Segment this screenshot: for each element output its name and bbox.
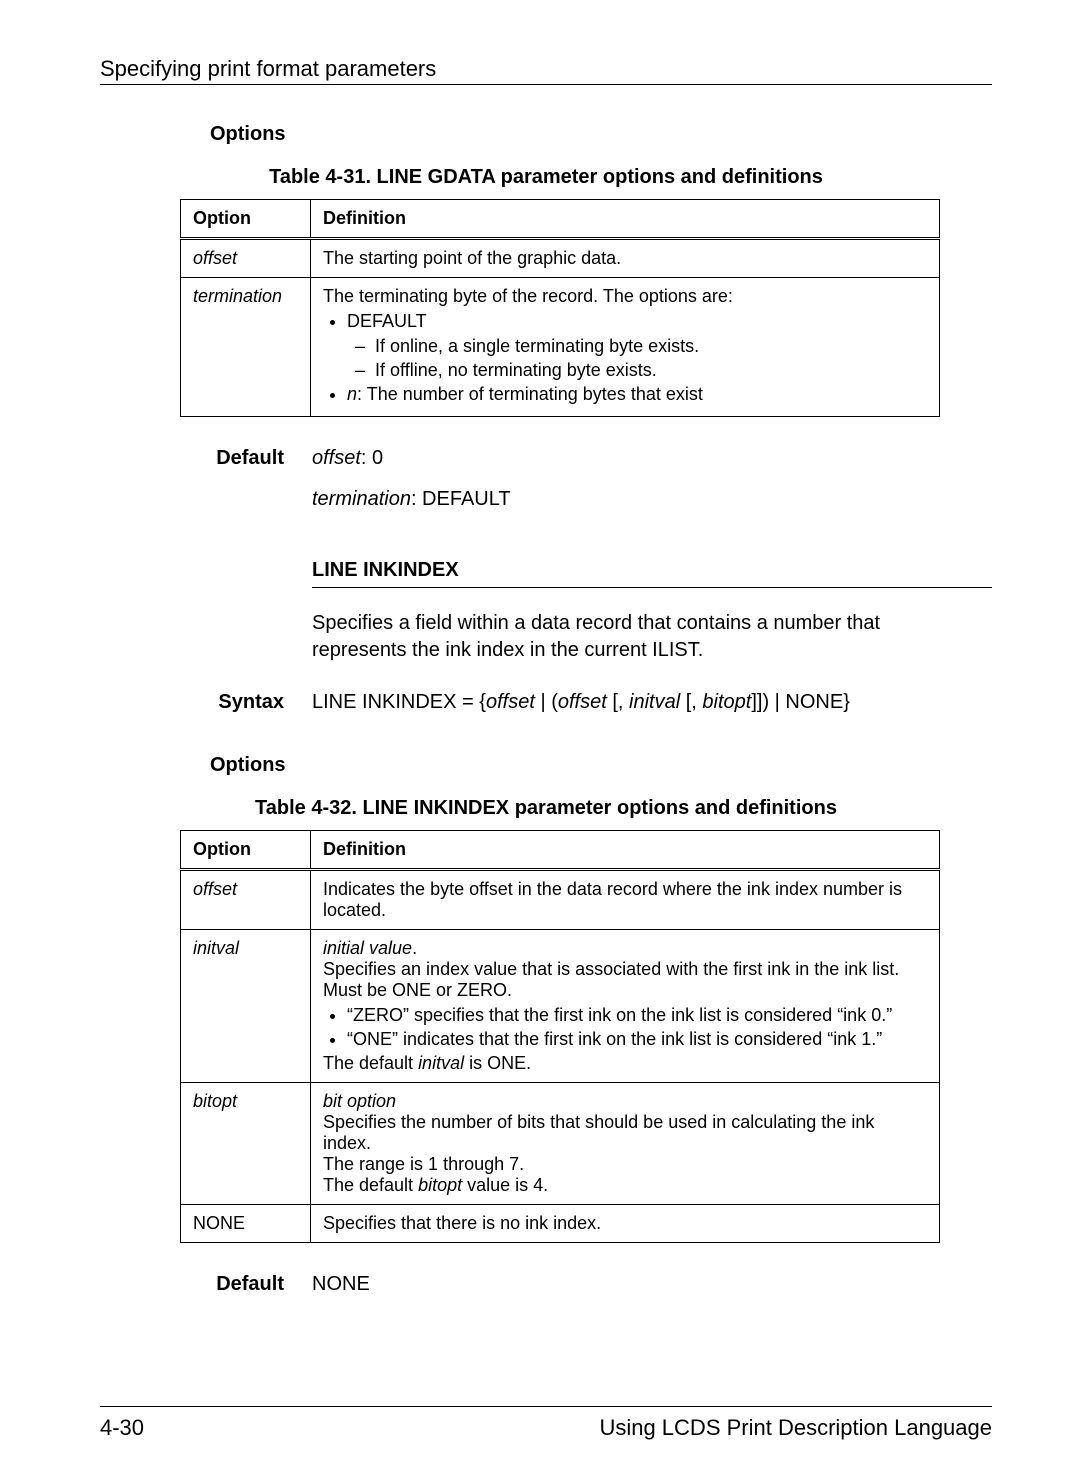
list-item: n: The number of terminating bytes that … (347, 384, 927, 405)
cell-option: offset (181, 239, 311, 278)
table-row: bitopt bit option Specifies the number o… (181, 1082, 940, 1204)
default-body: offset: 0 termination: DEFAULT (312, 447, 992, 529)
syntax-body: LINE INKINDEX = {offset | (offset [, ini… (312, 691, 992, 714)
syntax-row: Syntax LINE INKINDEX = {offset | (offset… (100, 691, 992, 714)
bullet-text: DEFAULT (347, 311, 427, 331)
italic-term: bitopt (418, 1175, 462, 1195)
default-value: : DEFAULT (411, 488, 511, 510)
list-item: “ZERO” specifies that the first ink on t… (347, 1005, 927, 1026)
col-definition: Definition (311, 830, 940, 869)
def-text: The default (323, 1175, 418, 1195)
default-line: offset: 0 (312, 447, 992, 470)
cell-definition: Indicates the byte offset in the data re… (311, 869, 940, 929)
cell-definition: The starting point of the graphic data. (311, 239, 940, 278)
syntax-i: initval (629, 691, 680, 713)
dash-list: If online, a single terminating byte exi… (347, 336, 927, 381)
table-row: offset The starting point of the graphic… (181, 239, 940, 278)
default-line: termination: DEFAULT (312, 488, 992, 511)
def-text: is ONE. (464, 1053, 531, 1073)
table-header-row: Option Definition (181, 200, 940, 239)
default-key: offset (312, 447, 361, 469)
col-definition: Definition (311, 200, 940, 239)
syntax-text: [, (607, 691, 629, 713)
options-heading-1: Options (210, 123, 992, 146)
default-key: termination (312, 488, 411, 510)
initial-value-label: initial value (323, 938, 412, 958)
def-text: Specifies the number of bits that should… (323, 1112, 874, 1153)
def-text: The range is 1 through 7. (323, 1154, 524, 1174)
cell-option: bitopt (181, 1082, 311, 1204)
syntax-text: LINE INKINDEX = { (312, 691, 486, 713)
table-row: initval initial value. Specifies an inde… (181, 929, 940, 1082)
syntax-text: | ( (535, 691, 558, 713)
table-inkindex: Option Definition offset Indicates the b… (180, 830, 940, 1243)
def-text: value is 4. (462, 1175, 548, 1195)
cell-option: NONE (181, 1204, 311, 1242)
def-text: The default (323, 1053, 418, 1073)
cell-definition: Specifies that there is no ink index. (311, 1204, 940, 1242)
default-row-1: Default offset: 0 termination: DEFAULT (100, 447, 992, 529)
bit-option-label: bit option (323, 1091, 396, 1111)
def-intro: The terminating byte of the record. The … (323, 286, 733, 306)
default-row-2: Default NONE (100, 1273, 992, 1296)
section-heading-inkindex: LINE INKINDEX (312, 559, 992, 588)
cell-definition: The terminating byte of the record. The … (311, 278, 940, 417)
page-header: Specifying print format parameters (100, 56, 992, 85)
syntax-i: offset (558, 691, 607, 713)
table1-caption: Table 4-31. LINE GDATA parameter options… (100, 166, 992, 189)
col-option: Option (181, 200, 311, 239)
page-number: 4-30 (100, 1415, 144, 1441)
table2-caption: Table 4-32. LINE INKINDEX parameter opti… (100, 797, 992, 820)
syntax-i: offset (486, 691, 535, 713)
italic-n: n (347, 384, 357, 404)
page-footer: 4-30 Using LCDS Print Description Langua… (100, 1406, 992, 1441)
syntax-i: bitopt (702, 691, 751, 713)
section-paragraph: Specifies a field within a data record t… (312, 610, 952, 665)
cell-option: termination (181, 278, 311, 417)
list-item: If offline, no terminating byte exists. (375, 360, 927, 381)
page: Specifying print format parameters Optio… (0, 0, 1080, 1481)
cell-definition: bit option Specifies the number of bits … (311, 1082, 940, 1204)
col-option: Option (181, 830, 311, 869)
options-heading-2: Options (210, 754, 992, 777)
bullet-list: DEFAULT If online, a single terminating … (323, 311, 927, 405)
italic-term: initval (418, 1053, 464, 1073)
syntax-text: ]]) | NONE} (751, 691, 850, 713)
period: . (412, 938, 417, 958)
list-item: DEFAULT If online, a single terminating … (347, 311, 927, 381)
table-header-row: Option Definition (181, 830, 940, 869)
cell-option: initval (181, 929, 311, 1082)
bullet-text: : The number of terminating bytes that e… (357, 384, 703, 404)
footer-title: Using LCDS Print Description Language (599, 1415, 992, 1441)
cell-definition: initial value. Specifies an index value … (311, 929, 940, 1082)
default-label: Default (100, 447, 312, 470)
table-row: termination The terminating byte of the … (181, 278, 940, 417)
table-row: offset Indicates the byte offset in the … (181, 869, 940, 929)
default-label: Default (100, 1273, 312, 1296)
list-item: “ONE” indicates that the first ink on th… (347, 1029, 927, 1050)
default-value: : 0 (361, 447, 383, 469)
cell-option: offset (181, 869, 311, 929)
table-gdata: Option Definition offset The starting po… (180, 199, 940, 417)
table-row: NONE Specifies that there is no ink inde… (181, 1204, 940, 1242)
list-item: If online, a single terminating byte exi… (375, 336, 927, 357)
syntax-text: [, (680, 691, 702, 713)
syntax-label: Syntax (100, 691, 312, 714)
default-value: NONE (312, 1273, 992, 1296)
def-text: Specifies an index value that is associa… (323, 959, 899, 1000)
bullet-list: “ZERO” specifies that the first ink on t… (323, 1005, 927, 1050)
